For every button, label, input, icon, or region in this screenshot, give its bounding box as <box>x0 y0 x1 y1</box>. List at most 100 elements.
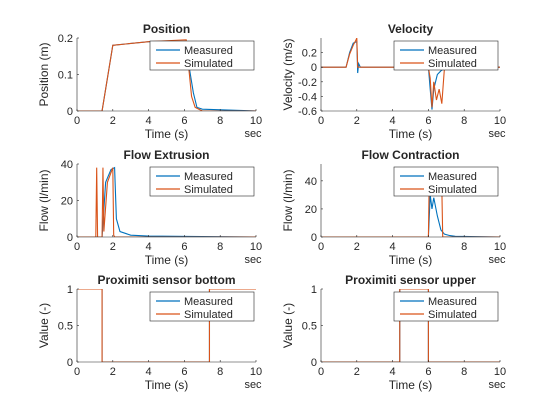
x-tick-label: 2 <box>110 366 116 378</box>
x-tick-label: 2 <box>110 115 116 127</box>
y-axis-label: Flow (l/min) <box>37 169 51 231</box>
series-line-measured <box>321 194 500 237</box>
x-unit-label: sec <box>244 128 262 140</box>
subplot: 0 2 4 6 8 10 0 0.5 1 sec Proximiti sensor bottom Ti… <box>37 273 262 392</box>
legend-box <box>393 40 499 71</box>
legend-label: Simulated <box>428 58 477 70</box>
legend-box <box>393 291 499 322</box>
legend-box <box>393 166 499 197</box>
legend-box <box>149 291 255 322</box>
y-axis-label: Value (-) <box>281 303 295 348</box>
legend-label: Measured <box>184 45 233 57</box>
legend-label: Measured <box>428 45 477 57</box>
subplot: 0 2 4 6 8 10 0 0.1 0.2 sec Position Time (s) Positio… <box>37 22 262 141</box>
legend-label: Simulated <box>184 309 233 321</box>
legend-label: Simulated <box>428 309 477 321</box>
x-tick-label: 0 <box>74 241 80 253</box>
legend-box <box>149 166 255 197</box>
x-tick-label: 10 <box>494 115 506 127</box>
x-tick-label: 0 <box>74 115 80 127</box>
y-tick-label: -0.2 <box>298 77 317 89</box>
x-tick-label: 8 <box>461 366 467 378</box>
x-unit-label: sec <box>244 254 262 266</box>
subplot: 0 2 4 6 8 10 -0.6 -0.4 -0.2 0 0.2 sec Velocity Time (… <box>281 22 506 141</box>
y-tick-label: 0.2 <box>302 48 317 60</box>
series-group <box>77 166 256 237</box>
x-tick-label: 2 <box>354 366 360 378</box>
x-tick-label: 4 <box>146 241 152 253</box>
x-tick-label: 6 <box>425 115 431 127</box>
legend-label: Measured <box>428 296 477 308</box>
x-unit-label: sec <box>488 254 506 266</box>
y-tick-label: 0 <box>67 106 73 118</box>
x-tick-label: 10 <box>250 241 262 253</box>
y-axis-label: Flow (l/min) <box>281 169 295 231</box>
x-tick-label: 2 <box>354 115 360 127</box>
y-axis-label: Velocity (m/s) <box>281 38 295 110</box>
x-tick-label: 8 <box>217 366 223 378</box>
y-axis-label: Position (m) <box>37 42 51 106</box>
y-tick-label: 0.1 <box>58 70 73 82</box>
x-tick-label: 8 <box>217 115 223 127</box>
subplot: 0 2 4 6 8 10 0 20 40 sec Flow Extrusion Time (s) Flo… <box>37 148 262 267</box>
x-tick-label: 0 <box>318 115 324 127</box>
legend-label: Measured <box>184 171 233 183</box>
x-tick-label: 4 <box>146 115 152 127</box>
x-axis-label: Time (s) <box>389 253 433 267</box>
y-axis-label: Value (-) <box>37 303 51 348</box>
x-tick-label: 6 <box>425 366 431 378</box>
x-tick-label: 0 <box>318 241 324 253</box>
x-tick-label: 6 <box>181 115 187 127</box>
y-tick-label: 1 <box>67 284 73 296</box>
x-tick-label: 6 <box>181 366 187 378</box>
x-tick-label: 6 <box>181 241 187 253</box>
y-tick-label: -0.6 <box>298 106 317 118</box>
x-axis-label: Time (s) <box>389 127 433 141</box>
x-axis-label: Time (s) <box>389 378 433 392</box>
x-axis-label: Time (s) <box>145 378 189 392</box>
subplot: 0 2 4 6 8 10 0 0.5 1 sec Proximiti sensor upper Tim… <box>281 273 506 392</box>
y-tick-label: -0.4 <box>298 91 317 103</box>
legend-label: Measured <box>428 171 477 183</box>
legend-label: Measured <box>184 296 233 308</box>
y-tick-label: 40 <box>305 176 317 188</box>
x-tick-label: 4 <box>146 366 152 378</box>
y-tick-label: 40 <box>61 159 73 171</box>
x-tick-label: 0 <box>74 366 80 378</box>
x-tick-label: 4 <box>390 115 396 127</box>
x-unit-label: sec <box>244 379 262 391</box>
legend-label: Simulated <box>184 184 233 196</box>
y-tick-label: 20 <box>305 204 317 216</box>
x-tick-label: 10 <box>494 241 506 253</box>
y-tick-label: 20 <box>61 196 73 208</box>
legend-box <box>149 40 255 71</box>
x-axis-label: Time (s) <box>145 127 189 141</box>
x-tick-label: 2 <box>354 241 360 253</box>
y-tick-label: 0 <box>311 357 317 369</box>
y-tick-label: 0 <box>311 232 317 244</box>
chart-title: Position <box>143 22 190 36</box>
x-tick-label: 8 <box>461 115 467 127</box>
x-unit-label: sec <box>488 128 506 140</box>
chart-title: Proximiti sensor upper <box>345 273 476 287</box>
x-tick-label: 10 <box>250 366 262 378</box>
x-tick-label: 10 <box>494 366 506 378</box>
y-tick-label: 0 <box>67 232 73 244</box>
chart-title: Velocity <box>388 22 434 36</box>
y-tick-label: 0.5 <box>58 321 73 333</box>
x-tick-label: 0 <box>318 366 324 378</box>
x-tick-label: 8 <box>461 241 467 253</box>
x-tick-label: 4 <box>390 366 396 378</box>
chart-title: Flow Extrusion <box>123 148 209 162</box>
x-tick-label: 4 <box>390 241 396 253</box>
y-tick-label: 0 <box>311 62 317 74</box>
legend-label: Simulated <box>184 58 233 70</box>
chart-title: Flow Contraction <box>362 148 460 162</box>
